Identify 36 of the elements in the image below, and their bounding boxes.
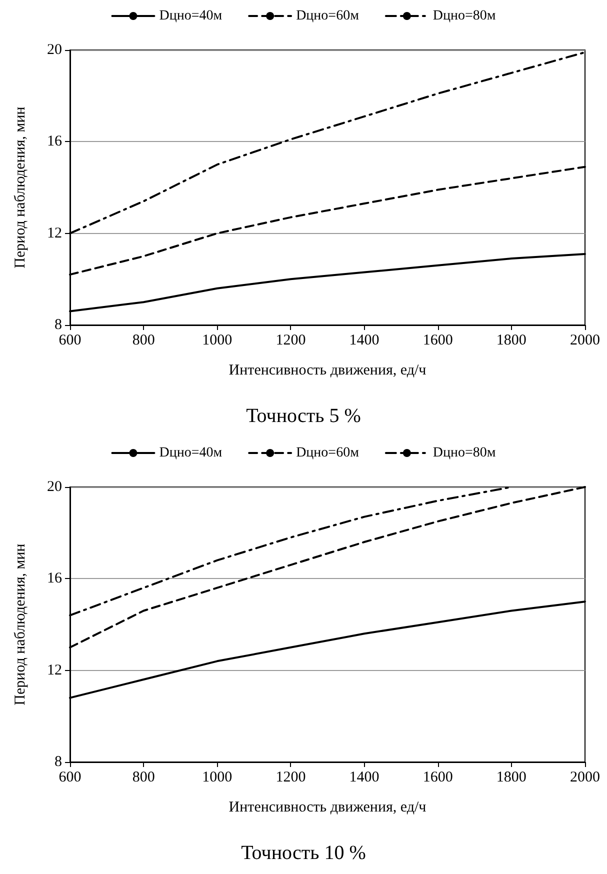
x-tick-label: 1600 (422, 770, 453, 786)
x-tick-label: 1000 (202, 332, 232, 348)
legend-label: Dцно=60м (296, 446, 360, 460)
x-tick-label: 1200 (276, 332, 306, 348)
y-tick-label: 12 (47, 662, 62, 678)
x-tick-label: 1600 (422, 332, 453, 348)
text: Точность 10 % (241, 842, 366, 864)
y-tick-label: 8 (54, 317, 62, 333)
y-tick-label: 20 (47, 42, 62, 58)
y-tick-label: 16 (47, 570, 62, 587)
legend-label: Dцно=80м (432, 446, 496, 460)
x-tick-label: 600 (58, 332, 82, 348)
y-tick-label: 20 (47, 479, 62, 495)
x-tick-label: 2000 (570, 770, 600, 786)
legend-label: Dцно=40м (159, 8, 222, 24)
text: Точность 5 % (246, 405, 361, 427)
x-tick-label: 1200 (276, 770, 306, 786)
x-tick-label: 1800 (496, 770, 526, 786)
y-tick-label: 8 (54, 754, 62, 770)
x-axis-title: Интенсивность движения, ед/ч (228, 362, 427, 378)
y-axis-title: Период наблюдения, мин (12, 106, 28, 268)
x-tick-label: 1000 (202, 770, 232, 786)
legend-label: Dцно=40м (159, 446, 222, 460)
x-tick-label: 800 (132, 770, 155, 786)
y-tick-label: 12 (47, 225, 62, 242)
y-tick-label: 16 (47, 134, 62, 150)
legend-label: Dцно=60м (296, 8, 360, 24)
x-tick-label: 600 (58, 770, 82, 786)
x-tick-label: 1400 (349, 770, 380, 786)
x-tick-label: 1400 (349, 332, 380, 348)
y-axis-title: Период наблюдения, мин (12, 544, 28, 706)
x-tick-label: 1800 (496, 332, 526, 348)
x-axis-title: Интенсивность движения, ед/ч (228, 800, 427, 816)
legend-label: Dцно=80м (432, 8, 496, 24)
x-tick-label: 800 (132, 332, 155, 348)
x-tick-label: 2000 (570, 332, 600, 348)
